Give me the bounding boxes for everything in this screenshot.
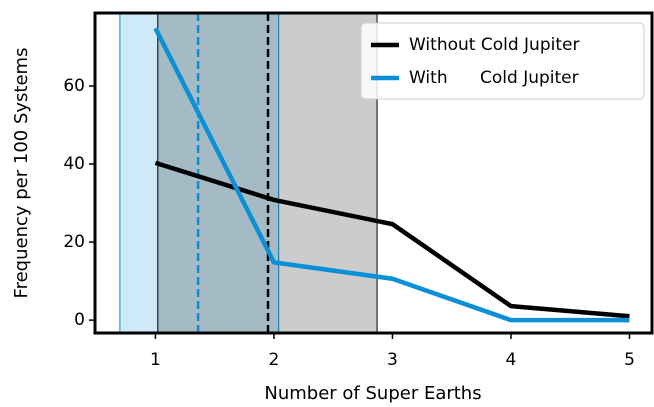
x-tick-label: 2 bbox=[269, 350, 280, 370]
x-tick-label: 5 bbox=[624, 350, 635, 370]
x-tick-label: 1 bbox=[150, 350, 161, 370]
legend-label: Without Cold Jupiter bbox=[409, 35, 579, 55]
y-tick-label: 40 bbox=[63, 154, 85, 174]
plot-frame bbox=[93, 11, 654, 335]
y-tick-label: 60 bbox=[63, 76, 85, 96]
y-tick-label: 0 bbox=[74, 310, 85, 330]
y-axis-label: Frequency per 100 Systems bbox=[11, 48, 32, 299]
legend-box bbox=[360, 22, 645, 100]
x-axis-label: Number of Super Earths bbox=[264, 383, 481, 404]
legend-label: With Cold Jupiter bbox=[409, 68, 579, 88]
x-tick-label: 3 bbox=[387, 350, 398, 370]
series-line bbox=[153, 27, 630, 323]
x-tick-label: 4 bbox=[506, 350, 517, 370]
y-tick-label: 20 bbox=[63, 232, 85, 252]
